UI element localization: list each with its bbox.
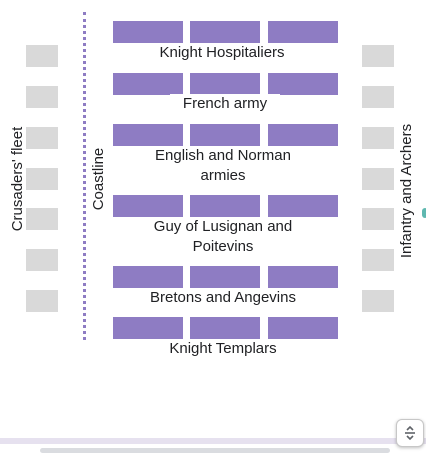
unit-block	[113, 124, 183, 146]
division-label-text: Knight Templars	[169, 340, 277, 357]
division-label: Knight Hospitaliers	[110, 43, 334, 63]
division-label: French army	[170, 94, 280, 114]
fleet-label: Crusaders' fleet	[9, 126, 26, 232]
unit-block	[268, 266, 338, 288]
fleet-ship	[26, 290, 58, 312]
horizontal-scroll-track[interactable]	[0, 438, 426, 444]
infantry-block	[362, 249, 394, 271]
unit-block	[113, 21, 183, 43]
unit-block	[268, 21, 338, 43]
fleet-ship	[26, 86, 58, 108]
coastline-line	[83, 12, 86, 340]
infantry-block	[362, 86, 394, 108]
division-label-text: Guy of Lusignan and Poitevins	[153, 218, 293, 255]
unit-block	[190, 21, 260, 43]
division-label-text: French army	[182, 95, 268, 112]
division-label-text: English and Norman armies	[155, 147, 291, 184]
division-label: Guy of Lusignan and Poitevins	[140, 217, 306, 257]
fleet-ship	[26, 127, 58, 149]
unit-block	[190, 266, 260, 288]
fleet-ship	[26, 168, 58, 190]
division-label: Knight Templars	[155, 339, 291, 359]
unit-block	[268, 317, 338, 339]
horizontal-scrollbar[interactable]	[40, 448, 390, 453]
fleet-ship	[26, 45, 58, 67]
expand-collapse-button[interactable]	[396, 419, 424, 447]
infantry-block	[362, 127, 394, 149]
unit-block	[268, 73, 338, 95]
unit-block	[113, 317, 183, 339]
coastline-label: Coastline	[90, 147, 107, 211]
division-label-text: Bretons and Angevins	[150, 289, 296, 306]
expand-collapse-icon	[405, 425, 415, 441]
unit-block	[268, 124, 338, 146]
unit-block	[268, 195, 338, 217]
unit-block	[190, 195, 260, 217]
fleet-ship	[26, 249, 58, 271]
division-label: Bretons and Angevins	[138, 288, 308, 308]
infantry-block	[362, 168, 394, 190]
unit-block	[113, 195, 183, 217]
unit-block	[190, 124, 260, 146]
infantry-label: Infantry and Archers	[398, 123, 415, 259]
edge-handle[interactable]	[422, 208, 426, 218]
unit-block	[190, 73, 260, 95]
unit-block	[190, 317, 260, 339]
infantry-block	[362, 290, 394, 312]
unit-block	[113, 73, 183, 95]
infantry-block	[362, 208, 394, 230]
infantry-block	[362, 45, 394, 67]
division-label: English and Norman armies	[140, 146, 306, 186]
fleet-ship	[26, 208, 58, 230]
unit-block	[113, 266, 183, 288]
